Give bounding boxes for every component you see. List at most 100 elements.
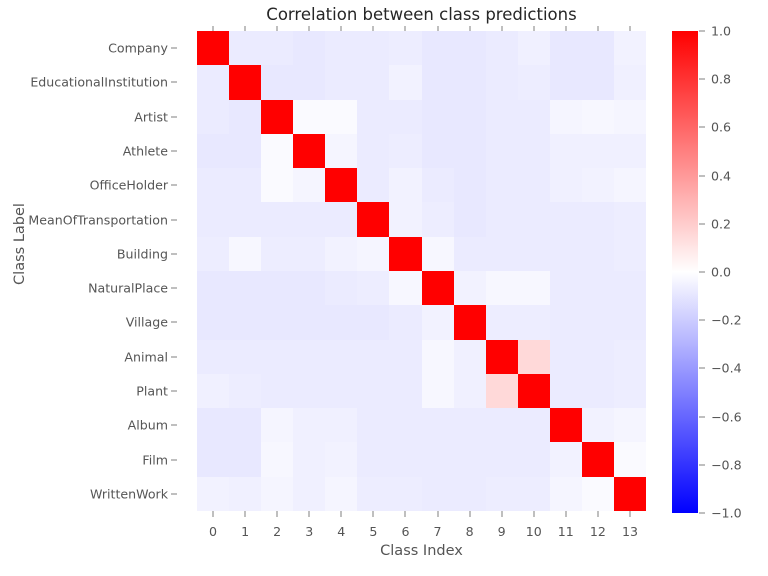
heatmap-cell — [549, 442, 582, 477]
heatmap-cell — [229, 202, 262, 237]
x-tickmark-top — [437, 26, 439, 31]
heatmap-cell — [453, 373, 486, 409]
heatmap-grid — [197, 31, 646, 511]
heatmap-cell — [229, 236, 262, 271]
heatmap-cell — [517, 373, 550, 409]
heatmap-cell — [357, 31, 390, 66]
heatmap-cell — [549, 133, 582, 169]
x-tickmark-top — [340, 26, 342, 31]
heatmap-cell — [261, 133, 294, 169]
heatmap-cell — [389, 99, 422, 134]
heatmap-cell — [485, 442, 518, 477]
heatmap-cell — [357, 408, 390, 443]
x-tickmark-top — [597, 26, 599, 31]
y-tickmark — [171, 356, 177, 358]
x-tickmark-top — [212, 26, 214, 31]
heatmap-cell — [485, 65, 518, 100]
heatmap-cell — [421, 133, 454, 169]
heatmap-cell — [325, 99, 358, 134]
heatmap-cell — [421, 168, 454, 203]
heatmap-cell — [517, 442, 550, 477]
x-ticklabel: 12 — [589, 524, 606, 539]
heatmap-cell — [581, 305, 614, 340]
heatmap-cell — [197, 133, 230, 169]
x-tickmark — [372, 511, 374, 517]
x-tickmark — [308, 511, 310, 517]
heatmap-cell — [613, 99, 646, 134]
colorbar-ticklabel: 0.0 — [711, 264, 732, 280]
colorbar-gradient — [672, 31, 698, 513]
y-tickmark — [171, 321, 177, 323]
heatmap-cell — [389, 168, 422, 203]
heatmap-cell — [325, 305, 358, 340]
heatmap-cell — [357, 65, 390, 100]
heatmap-plot-area — [197, 31, 646, 511]
heatmap-cell — [581, 202, 614, 237]
heatmap-cell — [421, 31, 454, 66]
heatmap-cell — [229, 339, 262, 374]
heatmap-cell — [229, 476, 262, 511]
heatmap-cell — [261, 202, 294, 237]
heatmap-cell — [613, 202, 646, 237]
colorbar-tickmark — [699, 30, 705, 32]
heatmap-cell — [389, 270, 422, 306]
y-tickmark — [171, 219, 177, 221]
heatmap-cell — [485, 270, 518, 306]
heatmap-cell — [485, 202, 518, 237]
heatmap-cell — [613, 373, 646, 409]
heatmap-cell — [549, 168, 582, 203]
heatmap-cell — [325, 236, 358, 271]
colorbar-ticklabel: −0.4 — [711, 360, 742, 376]
heatmap-cell — [453, 339, 486, 374]
heatmap-cell — [325, 202, 358, 237]
y-ticklabel: Company — [108, 40, 168, 56]
y-tickmark — [171, 184, 177, 186]
heatmap-cell — [293, 270, 326, 306]
heatmap-cell — [421, 270, 454, 306]
x-ticklabel: 4 — [337, 524, 346, 539]
y-ticklabel: Village — [125, 314, 168, 330]
heatmap-cell — [325, 133, 358, 169]
heatmap-cell — [357, 133, 390, 169]
colorbar-tickmark — [699, 319, 705, 321]
heatmap-cell — [389, 133, 422, 169]
heatmap-cell — [357, 168, 390, 203]
heatmap-cell — [421, 476, 454, 511]
heatmap-cell — [325, 442, 358, 477]
heatmap-cell — [261, 31, 294, 66]
y-tickmark — [171, 116, 177, 118]
heatmap-cell — [453, 65, 486, 100]
y-ticklabel: OfficeHolder — [89, 177, 168, 193]
colorbar-ticklabels: 1.0 0.8 0.6 0.4 0.2 0.0 −0.2 −0.4 −0.6 −0.8 −1.0 — [698, 24, 768, 521]
heatmap-cell — [613, 65, 646, 100]
heatmap-cell — [613, 442, 646, 477]
heatmap-cell — [261, 305, 294, 340]
heatmap-cell — [229, 65, 262, 100]
x-tickmark-top — [565, 26, 567, 31]
x-ticklabel: 6 — [401, 524, 410, 539]
heatmap-cell — [261, 270, 294, 306]
x-tickmark — [533, 511, 535, 517]
heatmap-cell — [581, 476, 614, 511]
heatmap-cell — [453, 305, 486, 340]
heatmap-cell — [485, 31, 518, 66]
heatmap-cell — [197, 31, 230, 66]
heatmap-cell — [549, 65, 582, 100]
x-ticklabel: 7 — [433, 524, 442, 539]
colorbar-tickmark — [699, 78, 705, 80]
heatmap-cell — [485, 476, 518, 511]
x-ticklabel: 10 — [525, 524, 542, 539]
y-ticklabel: MeanOfTransportation — [28, 212, 168, 228]
heatmap-cell — [485, 305, 518, 340]
y-ticklabel: Plant — [136, 383, 168, 399]
heatmap-cell — [453, 168, 486, 203]
y-tickmark — [171, 390, 177, 392]
heatmap-cell — [293, 65, 326, 100]
heatmap-cell — [421, 65, 454, 100]
heatmap-cell — [549, 408, 582, 443]
colorbar-ticklabel: −0.6 — [711, 409, 742, 425]
heatmap-cell — [229, 408, 262, 443]
colorbar-tickmark — [699, 271, 705, 273]
heatmap-cell — [485, 339, 518, 374]
